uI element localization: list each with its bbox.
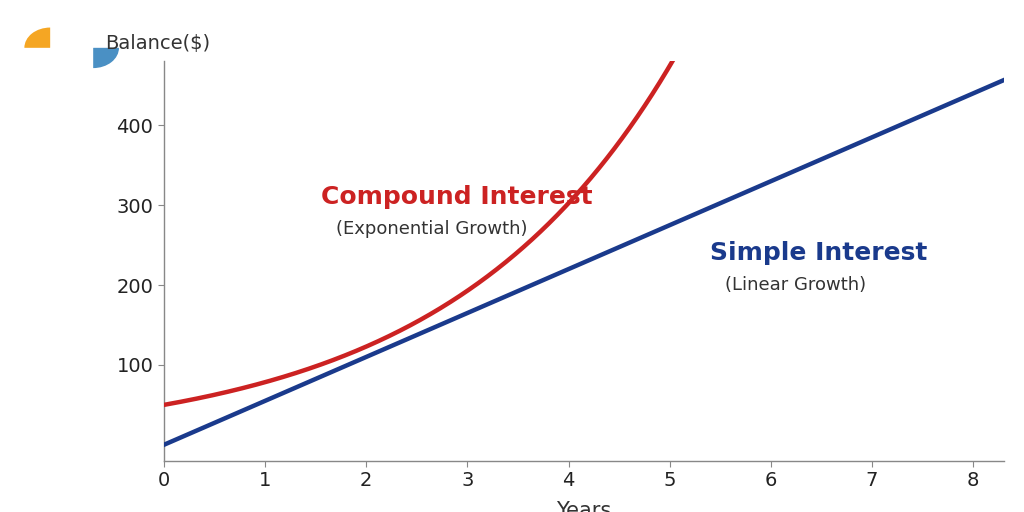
Text: Compound Interest: Compound Interest: [321, 185, 592, 209]
Text: (Linear Growth): (Linear Growth): [725, 276, 866, 294]
Wedge shape: [68, 28, 93, 48]
Text: (Exponential Growth): (Exponential Growth): [336, 220, 527, 238]
Wedge shape: [50, 48, 76, 68]
X-axis label: Years: Years: [556, 501, 611, 512]
Wedge shape: [25, 28, 50, 48]
Text: Simple Interest: Simple Interest: [710, 241, 928, 265]
Y-axis label: Balance($): Balance($): [105, 34, 210, 53]
Text: SOM: SOM: [52, 58, 91, 73]
Wedge shape: [93, 48, 119, 68]
Text: STORY OF MATHEMATICS: STORY OF MATHEMATICS: [38, 102, 105, 106]
